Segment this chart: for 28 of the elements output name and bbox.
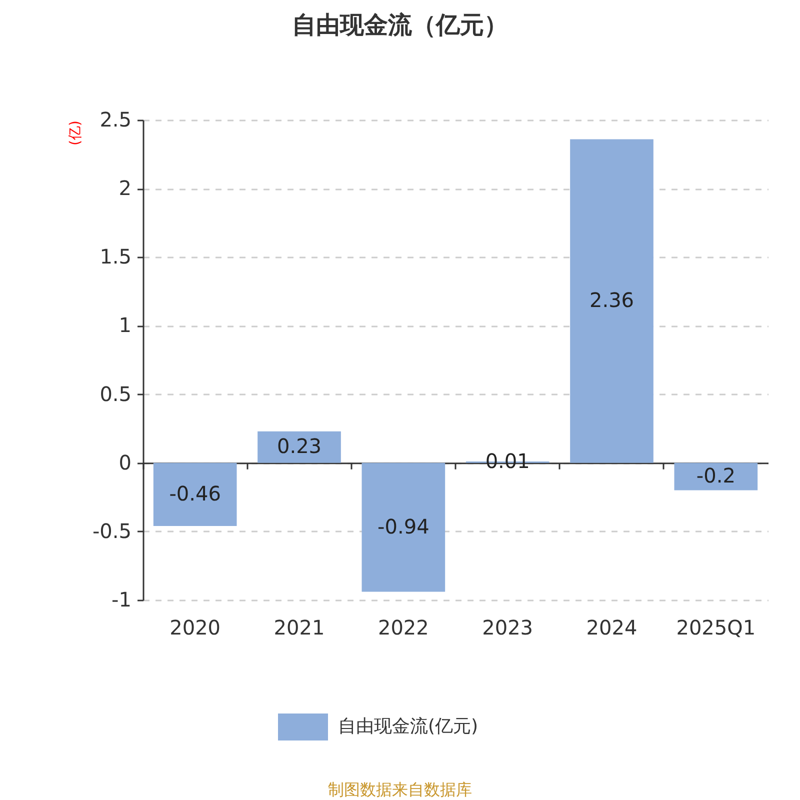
data-label: 2.36 <box>589 288 634 312</box>
chart-title: 自由现金流（亿元） <box>292 11 508 39</box>
bar <box>258 431 341 463</box>
x-tick-label: 2022 <box>378 616 429 640</box>
bar <box>570 139 654 463</box>
x-tick-label: 2021 <box>274 616 325 640</box>
y-tick-label: 1 <box>118 313 132 338</box>
y-tick-label: -1 <box>112 588 132 612</box>
bar <box>674 462 758 490</box>
y-tick-label: -0.5 <box>92 518 132 543</box>
x-tick-label: 2024 <box>586 616 638 640</box>
bar <box>153 462 237 526</box>
x-tick-label: 2023 <box>482 616 534 640</box>
x-tick-label: 2025Q1 <box>676 616 756 640</box>
data-label: -0.2 <box>696 464 736 488</box>
text: 制图数据来自数据库 <box>328 780 472 799</box>
y-axis-title: (亿) <box>67 120 84 146</box>
y-tick-label: 2 <box>118 176 132 200</box>
bar <box>362 462 446 592</box>
y-tick-label: 2.5 <box>100 108 132 132</box>
x-tick-label: 2020 <box>170 616 221 640</box>
data-label: -0.46 <box>169 481 221 506</box>
y-tick-label: 1.5 <box>100 244 132 269</box>
y-tick-label: 0.5 <box>100 382 132 406</box>
legend-label: 自由现金流(亿元) <box>338 716 478 737</box>
data-label: 0.23 <box>276 434 322 458</box>
data-label: -0.94 <box>378 514 430 538</box>
y-tick-label: 0 <box>118 450 132 474</box>
